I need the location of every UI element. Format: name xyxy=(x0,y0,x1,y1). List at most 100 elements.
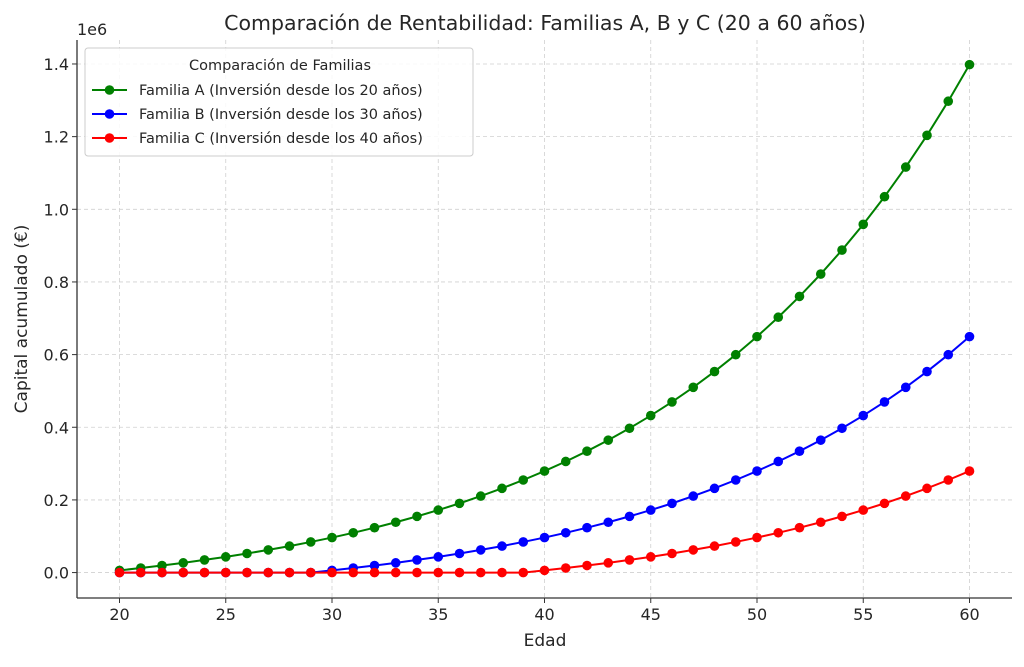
data-point xyxy=(752,532,762,543)
data-point xyxy=(900,162,911,172)
data-point xyxy=(603,435,614,445)
data-point xyxy=(645,505,656,515)
data-point xyxy=(815,269,826,279)
data-point xyxy=(454,498,465,509)
data-point xyxy=(964,331,975,342)
data-point xyxy=(242,567,252,578)
data-point xyxy=(560,563,571,573)
y-tick-label: 0.6 xyxy=(44,346,69,365)
data-point xyxy=(858,505,869,515)
data-point xyxy=(624,511,635,522)
y-tick-label: 1.0 xyxy=(44,200,69,219)
data-point xyxy=(327,532,337,543)
data-point xyxy=(560,527,571,538)
data-point xyxy=(773,456,784,467)
legend-label: Familia B (Inversión desde los 30 años) xyxy=(139,107,423,123)
legend-marker xyxy=(104,85,115,95)
data-point xyxy=(858,219,869,230)
data-point xyxy=(794,446,805,456)
y-tick-label: 0.2 xyxy=(44,491,69,510)
data-point xyxy=(348,567,359,578)
data-point xyxy=(348,527,359,538)
data-point xyxy=(199,555,210,565)
data-point xyxy=(284,541,295,551)
data-point xyxy=(114,567,125,578)
data-point xyxy=(369,522,380,533)
data-point xyxy=(837,423,847,434)
series-c xyxy=(114,466,975,578)
y-tick-label: 0.8 xyxy=(44,273,69,292)
data-point xyxy=(454,567,465,578)
legend-marker xyxy=(104,133,115,143)
legend-label: Familia A (Inversión desde los 20 años) xyxy=(139,83,423,99)
series-layer xyxy=(114,59,975,578)
data-point xyxy=(688,491,699,501)
data-point xyxy=(794,522,805,533)
data-point xyxy=(837,511,847,522)
data-point xyxy=(518,475,529,485)
x-tick-label: 55 xyxy=(853,605,873,624)
data-point xyxy=(964,59,975,70)
data-point xyxy=(369,567,380,578)
y-tick-label: 0.0 xyxy=(44,564,69,583)
data-point xyxy=(645,410,656,421)
data-point xyxy=(178,558,189,568)
data-point xyxy=(879,397,890,407)
data-point xyxy=(837,245,847,255)
data-point xyxy=(242,548,252,559)
data-point xyxy=(327,567,337,578)
data-point xyxy=(709,483,720,494)
data-point xyxy=(943,349,954,360)
y-axis-label: Capital acumulado (€) xyxy=(12,225,32,414)
x-tick-label: 25 xyxy=(216,605,236,624)
data-point xyxy=(433,505,444,515)
data-point xyxy=(815,435,826,445)
data-point xyxy=(645,552,656,562)
data-point xyxy=(624,555,635,565)
data-point xyxy=(157,560,167,571)
data-point xyxy=(900,382,911,393)
data-point xyxy=(475,545,486,555)
data-point xyxy=(390,567,401,578)
data-point xyxy=(964,466,975,476)
data-point xyxy=(582,446,592,456)
data-point xyxy=(497,483,507,494)
x-tick-label: 35 xyxy=(428,605,448,624)
data-point xyxy=(773,527,784,538)
x-tick-label: 50 xyxy=(747,605,767,624)
data-point xyxy=(560,456,571,467)
data-point xyxy=(624,423,635,434)
data-point xyxy=(178,567,189,578)
data-point xyxy=(603,517,614,528)
data-point xyxy=(752,466,762,476)
data-point xyxy=(433,552,444,562)
data-point xyxy=(603,558,614,568)
data-point xyxy=(412,555,422,565)
data-point xyxy=(730,537,741,547)
y-tick-label: 1.4 xyxy=(44,55,69,74)
data-point xyxy=(539,532,550,543)
data-point xyxy=(390,517,401,528)
data-point xyxy=(369,560,380,571)
data-point xyxy=(475,567,486,578)
y-tick-label: 0.4 xyxy=(44,418,69,437)
x-tick-label: 45 xyxy=(641,605,661,624)
data-point xyxy=(667,498,677,509)
data-point xyxy=(667,397,677,407)
data-point xyxy=(688,545,699,555)
data-point xyxy=(199,567,210,578)
data-point xyxy=(943,96,954,107)
x-tick-label: 60 xyxy=(959,605,979,624)
data-point xyxy=(900,491,911,501)
data-point xyxy=(879,498,890,509)
y-offset-label: 1e6 xyxy=(77,20,107,39)
data-point xyxy=(263,545,274,555)
legend-marker xyxy=(104,109,115,119)
data-point xyxy=(858,410,869,421)
data-point xyxy=(922,366,932,377)
data-point xyxy=(220,552,231,562)
data-point xyxy=(815,517,826,528)
data-point xyxy=(497,541,507,551)
data-point xyxy=(709,366,720,377)
